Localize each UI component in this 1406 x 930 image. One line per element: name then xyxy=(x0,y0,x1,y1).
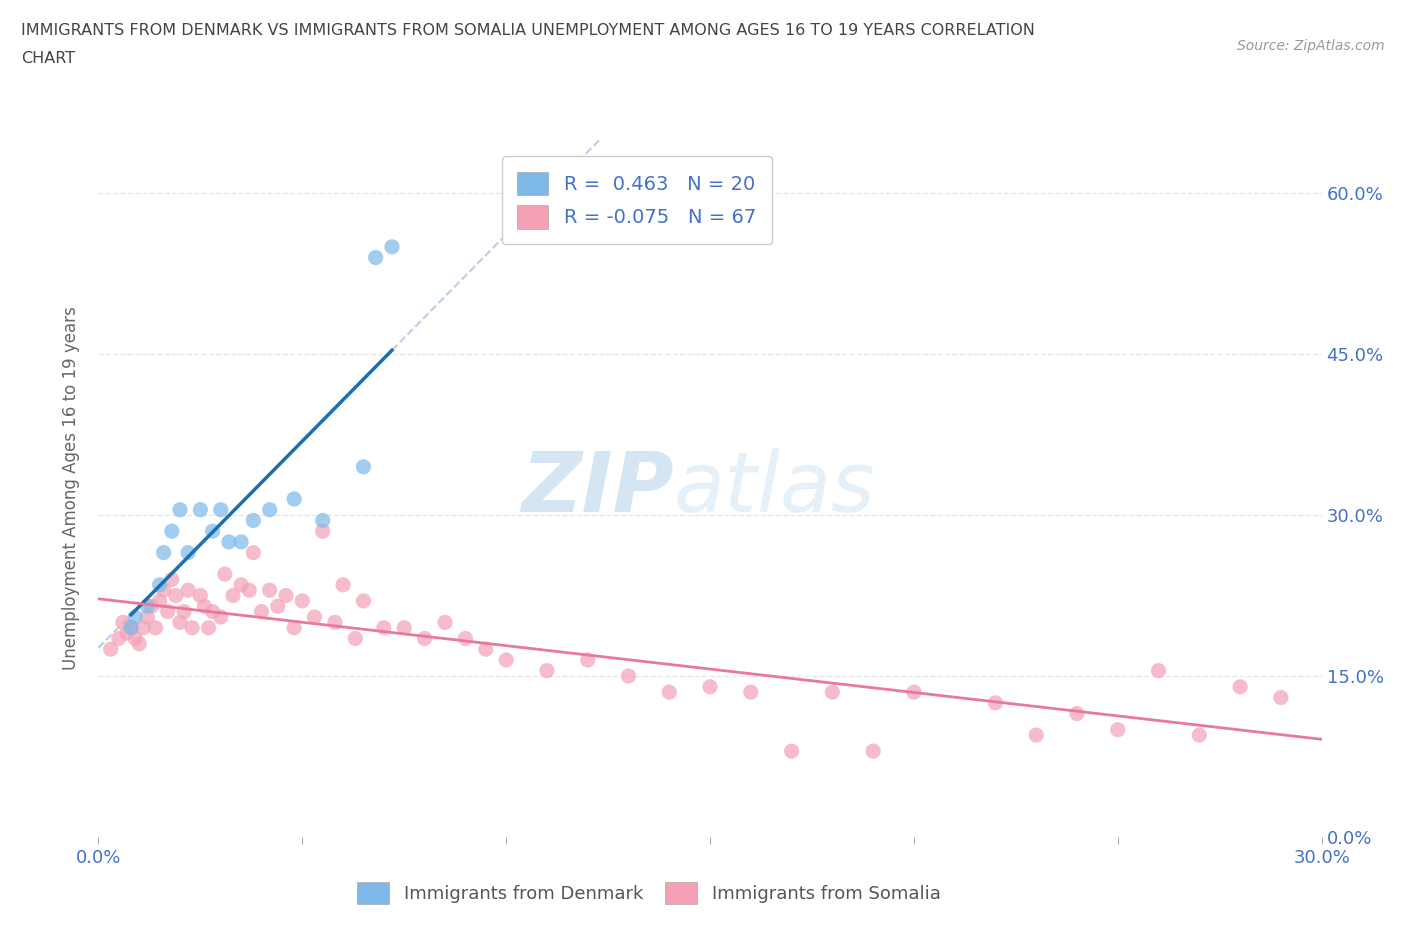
Point xyxy=(165,588,187,603)
Point xyxy=(120,620,142,635)
Point xyxy=(323,615,346,630)
Point xyxy=(197,620,219,635)
Point xyxy=(267,599,290,614)
Point xyxy=(242,545,264,560)
Point xyxy=(259,583,281,598)
Point xyxy=(152,545,174,560)
Point xyxy=(352,459,374,474)
Point xyxy=(214,566,236,581)
Point xyxy=(188,502,212,517)
Point xyxy=(160,572,183,587)
Point xyxy=(1025,727,1047,742)
Point xyxy=(242,513,264,528)
Point xyxy=(173,604,195,619)
Text: IMMIGRANTS FROM DENMARK VS IMMIGRANTS FROM SOMALIA UNEMPLOYMENT AMONG AGES 16 TO: IMMIGRANTS FROM DENMARK VS IMMIGRANTS FR… xyxy=(21,23,1035,38)
Point xyxy=(238,583,260,598)
Point xyxy=(434,615,457,630)
Legend: Immigrants from Denmark, Immigrants from Somalia: Immigrants from Denmark, Immigrants from… xyxy=(350,875,948,911)
Point xyxy=(152,583,174,598)
Point xyxy=(201,604,224,619)
Point xyxy=(903,684,925,699)
Point xyxy=(124,631,146,646)
Point xyxy=(132,620,155,635)
Text: Source: ZipAtlas.com: Source: ZipAtlas.com xyxy=(1237,39,1385,53)
Point xyxy=(149,593,172,608)
Point xyxy=(780,744,803,759)
Point xyxy=(373,620,395,635)
Point xyxy=(250,604,273,619)
Y-axis label: Unemployment Among Ages 16 to 19 years: Unemployment Among Ages 16 to 19 years xyxy=(62,306,80,671)
Point xyxy=(1107,723,1129,737)
Point xyxy=(291,593,314,608)
Point xyxy=(124,609,146,624)
Point xyxy=(209,502,232,517)
Point xyxy=(536,663,558,678)
Point xyxy=(136,599,159,614)
Point xyxy=(111,615,134,630)
Point xyxy=(231,535,253,550)
Point xyxy=(658,684,681,699)
Point xyxy=(862,744,884,759)
Point xyxy=(576,653,599,668)
Point xyxy=(1229,679,1251,694)
Point xyxy=(312,524,335,538)
Point xyxy=(821,684,844,699)
Text: CHART: CHART xyxy=(21,51,75,66)
Point xyxy=(474,642,498,657)
Point xyxy=(141,599,163,614)
Point xyxy=(984,696,1007,711)
Point xyxy=(332,578,354,592)
Point xyxy=(352,593,374,608)
Point xyxy=(381,239,404,254)
Text: atlas: atlas xyxy=(673,447,875,529)
Point xyxy=(1270,690,1292,705)
Point xyxy=(495,653,517,668)
Point xyxy=(120,620,142,635)
Point xyxy=(128,636,150,651)
Point xyxy=(201,524,224,538)
Point xyxy=(149,578,172,592)
Point xyxy=(413,631,436,646)
Text: ZIP: ZIP xyxy=(520,447,673,529)
Point xyxy=(699,679,721,694)
Point xyxy=(312,513,335,528)
Point xyxy=(177,545,200,560)
Point xyxy=(160,524,183,538)
Point xyxy=(617,669,640,684)
Point xyxy=(274,588,297,603)
Point xyxy=(222,588,245,603)
Point xyxy=(145,620,167,635)
Point xyxy=(136,609,159,624)
Point xyxy=(156,604,179,619)
Point xyxy=(344,631,367,646)
Point xyxy=(193,599,215,614)
Point xyxy=(1147,663,1170,678)
Point xyxy=(108,631,131,646)
Point xyxy=(259,502,281,517)
Point xyxy=(115,626,138,641)
Point xyxy=(364,250,387,265)
Point xyxy=(454,631,477,646)
Point xyxy=(304,609,326,624)
Point xyxy=(100,642,122,657)
Point xyxy=(181,620,204,635)
Point xyxy=(231,578,253,592)
Point xyxy=(169,615,191,630)
Point xyxy=(740,684,762,699)
Point xyxy=(188,588,212,603)
Point xyxy=(283,492,305,507)
Point xyxy=(1188,727,1211,742)
Point xyxy=(209,609,232,624)
Point xyxy=(1066,706,1088,721)
Point xyxy=(218,535,240,550)
Point xyxy=(177,583,200,598)
Point xyxy=(283,620,305,635)
Point xyxy=(392,620,416,635)
Point xyxy=(169,502,191,517)
